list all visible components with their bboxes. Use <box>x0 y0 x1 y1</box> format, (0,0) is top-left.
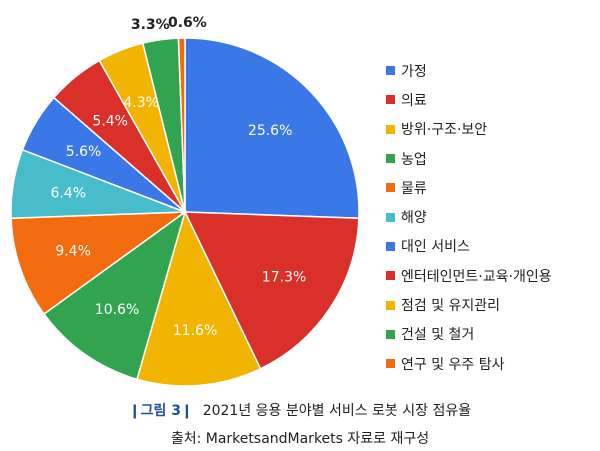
legend-swatch <box>386 95 395 105</box>
legend-item: 가정 <box>386 56 552 85</box>
legend-item: 대인 서비스 <box>386 232 552 261</box>
legend-label: 대인 서비스 <box>401 239 470 256</box>
pie-slice-4 <box>10 211 188 316</box>
pie-slice-2 <box>136 209 262 387</box>
legend-item: 물류 <box>386 173 552 202</box>
data-label-3: 10.6% <box>95 302 139 318</box>
legend-swatch <box>386 241 395 251</box>
legend-swatch <box>386 329 395 339</box>
legend-item: 점검 및 유지관리 <box>386 290 552 319</box>
legend-label: 건설 및 철거 <box>401 327 475 344</box>
legend-item: 해양 <box>386 202 552 231</box>
legend-item: 연구 및 우주 탐사 <box>386 349 552 378</box>
data-label-6: 5.6% <box>66 144 102 160</box>
legend-label: 의료 <box>401 92 427 109</box>
pie-slice-1 <box>183 211 360 370</box>
data-label-5: 6.4% <box>50 186 86 202</box>
legend-label: 방위·구조·보안 <box>401 122 488 139</box>
legend-item: 농업 <box>386 144 552 173</box>
legend-item: 건설 및 철거 <box>386 320 552 349</box>
pie-slice-3 <box>42 210 187 381</box>
legend-label: 농업 <box>401 151 427 168</box>
data-label-4: 9.4% <box>55 243 91 259</box>
chart-title: 2021년 응용 분야별 서비스 로봇 시장 점유율 <box>202 403 472 419</box>
legend-label: 해양 <box>401 210 427 227</box>
data-label-10: 0.6% <box>168 15 207 31</box>
legend-label: 물류 <box>401 180 427 197</box>
data-label-9: 3.3% <box>131 17 170 33</box>
legend-swatch <box>386 66 395 76</box>
data-label-7: 5.4% <box>92 113 128 129</box>
data-label-0: 25.6% <box>248 123 292 139</box>
legend-label: 연구 및 우주 탐사 <box>401 356 505 373</box>
pie-slice-0 <box>184 37 360 220</box>
source-note: 출처: MarketsandMarkets 자료로 재구성 <box>170 431 430 447</box>
legend-item: 방위·구조·보안 <box>386 115 552 144</box>
figure-caption: ❙그림 3❙ 2021년 응용 분야별 서비스 로봇 시장 점유율 <box>0 400 600 420</box>
legend-item: 의료 <box>386 85 552 114</box>
legend-swatch <box>386 124 395 134</box>
legend-swatch <box>386 300 395 310</box>
data-label-8: 4.3% <box>123 95 159 111</box>
legend-swatch <box>386 359 395 369</box>
legend-swatch <box>386 212 395 222</box>
legend-swatch <box>386 154 395 164</box>
legend-label: 점검 및 유지관리 <box>401 298 501 315</box>
legend-swatch <box>386 183 395 193</box>
legend-label: 엔터테인먼트·교육·개인용 <box>401 268 552 285</box>
legend-label: 가정 <box>401 63 427 80</box>
pie-chart: 25.6% 17.3% 11.6% 10.6% 9.4% 6.4% 5.6% 5.4% 4.3%… <box>10 15 360 387</box>
data-label-2: 11.6% <box>173 323 217 339</box>
legend-swatch <box>386 271 395 281</box>
pie-slice-10 <box>177 37 186 213</box>
data-label-1: 17.3% <box>262 270 306 286</box>
legend-item: 엔터테인먼트·교육·개인용 <box>386 261 552 290</box>
figure-number: ❙그림 3❙ <box>128 403 193 419</box>
